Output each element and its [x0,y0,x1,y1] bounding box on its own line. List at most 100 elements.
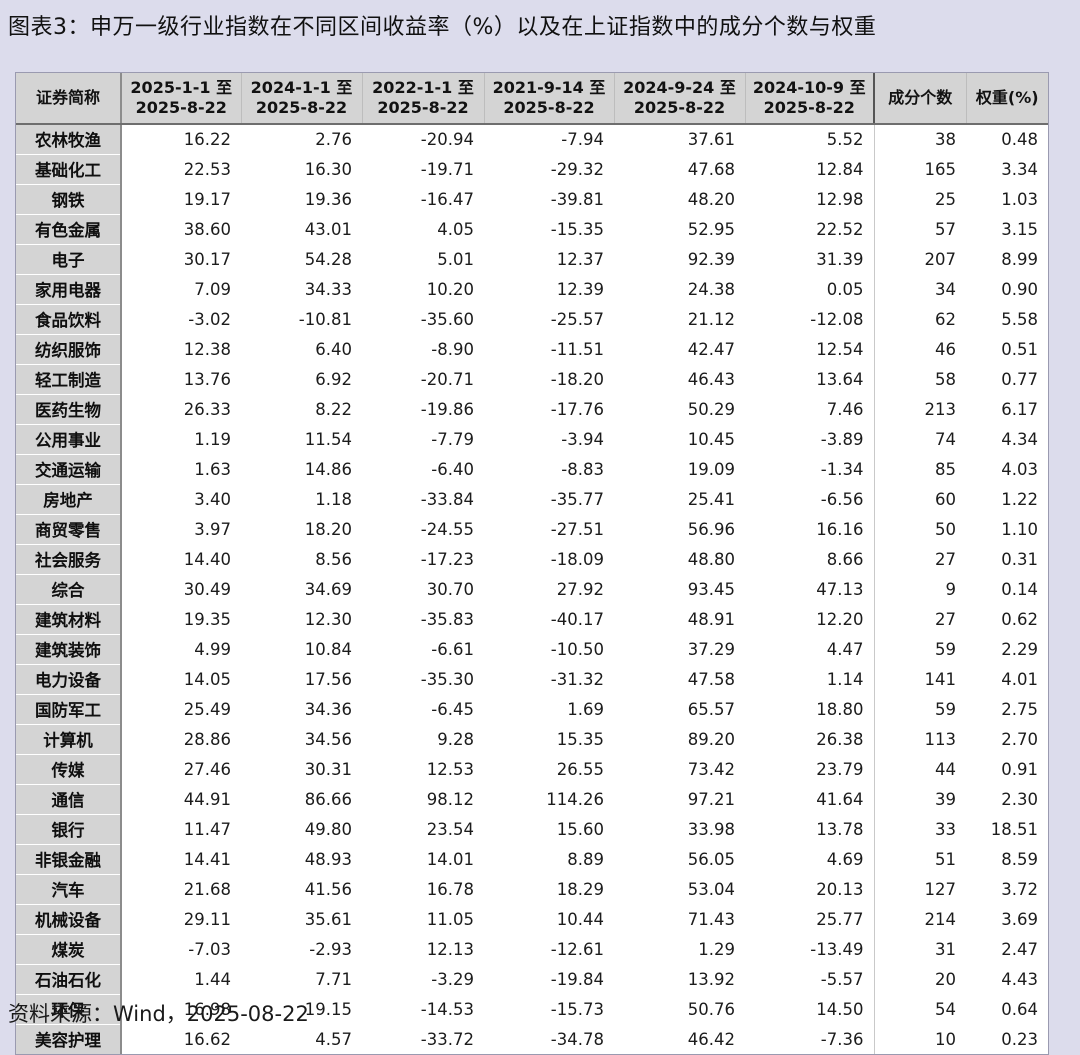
table-row[interactable]: 汽车 21.68 41.56 16.78 18.29 53.04 20.13 127 3.72 [16,874,1048,905]
cell-weight: 8.59 [966,844,1048,874]
cell-weight: 0.51 [966,334,1048,364]
cell-count: 113 [873,724,966,754]
table-row[interactable]: 交通运输 1.63 14.86 -6.40 -8.83 19.09 -1.34 85 4.03 [16,454,1048,485]
cell-r20240924: 47.68 [614,154,745,184]
table-row[interactable]: 建筑材料 19.35 12.30 -35.83 -40.17 48.91 12.20 27 0.… [16,604,1048,635]
table-row[interactable]: 社会服务 14.40 8.56 -17.23 -18.09 48.80 8.66 27 0.31 [16,544,1048,575]
table-row[interactable]: 传媒 27.46 30.31 12.53 26.55 73.42 23.79 44 0.91 [16,754,1048,785]
row-label: 商贸零售 [16,514,122,545]
table-row[interactable]: 非银金融 14.41 48.93 14.01 8.89 56.05 4.69 51 8.59 [16,844,1048,875]
table-row[interactable]: 公用事业 1.19 11.54 -7.79 -3.94 10.45 -3.89 74 4.34 [16,424,1048,455]
cell-r2024: 8.56 [241,544,362,574]
cell-weight: 2.70 [966,724,1048,754]
table-row[interactable]: 银行 11.47 49.80 23.54 15.60 33.98 13.78 33 18.51 [16,814,1048,845]
cell-r20241009: 12.20 [745,604,874,634]
row-label: 银行 [16,814,122,845]
table-row[interactable]: 商贸零售 3.97 18.20 -24.55 -27.51 56.96 16.16 50 1.1… [16,514,1048,545]
cell-r2025: 14.05 [121,664,241,694]
cell-r2024: 14.86 [241,454,362,484]
table-row[interactable]: 轻工制造 13.76 6.92 -20.71 -18.20 46.43 13.64 58 0.7… [16,364,1048,395]
cell-r20210914: 8.89 [484,844,614,874]
table-row[interactable]: 美容护理 16.62 4.57 -33.72 -34.78 46.42 -7.36 10 0.2… [16,1024,1048,1054]
row-label: 机械设备 [16,904,122,935]
cell-r20210914: 27.92 [484,574,614,604]
column-header-r2025[interactable]: 2025-1-1 至 2025-8-22 [121,73,242,125]
cell-weight: 3.69 [966,904,1048,934]
cell-weight: 1.03 [966,184,1048,214]
cell-r20240924: 50.76 [614,994,745,1024]
cell-r2024: 35.61 [241,904,362,934]
table-row[interactable]: 农林牧渔 16.22 2.76 -20.94 -7.94 37.61 5.52 38 0.48 [16,124,1048,155]
column-header-weight[interactable]: 权重(%) [966,73,1048,125]
table-row[interactable]: 基础化工 22.53 16.30 -19.71 -29.32 47.68 12.84 165 3… [16,154,1048,185]
table-row[interactable]: 钢铁 19.17 19.36 -16.47 -39.81 48.20 12.98 25 1.03 [16,184,1048,215]
table-row[interactable]: 机械设备 29.11 35.61 11.05 10.44 71.43 25.77 214 3.6… [16,904,1048,935]
column-header-r20240924[interactable]: 2024-9-24 至 2025-8-22 [614,73,746,125]
row-label: 环保 [16,994,122,1025]
table-row[interactable]: 环保 16.98 19.15 -14.53 -15.73 50.76 14.50 54 0.64 [16,994,1048,1025]
cell-r2024: 16.30 [241,154,362,184]
column-header-line: 2024-9-24 至 [623,78,736,97]
cell-weight: 0.62 [966,604,1048,634]
cell-weight: 4.01 [966,664,1048,694]
cell-weight: 1.22 [966,484,1048,514]
table-row[interactable]: 房地产 3.40 1.18 -33.84 -35.77 25.41 -6.56 60 1.22 [16,484,1048,515]
column-header-name[interactable]: 证券简称 [16,73,122,125]
table-row[interactable]: 食品饮料 -3.02 -10.81 -35.60 -25.57 21.12 -12.08 62… [16,304,1048,335]
cell-r2022: -35.83 [362,604,484,634]
column-header-r20210914[interactable]: 2021-9-14 至 2025-8-22 [484,73,615,125]
table-row[interactable]: 石油石化 1.44 7.71 -3.29 -19.84 13.92 -5.57 20 4.43 [16,964,1048,995]
table-row[interactable]: 通信 44.91 86.66 98.12 114.26 97.21 41.64 39 2.30 [16,784,1048,815]
table-row[interactable]: 电力设备 14.05 17.56 -35.30 -31.32 47.58 1.14 141 4.… [16,664,1048,695]
column-header-line: 2025-8-22 [503,98,595,117]
table-row[interactable]: 医药生物 26.33 8.22 -19.86 -17.76 50.29 7.46 213 6.1… [16,394,1048,425]
column-header-line: 2024-1-1 至 [250,78,353,97]
cell-r20210914: -18.09 [484,544,614,574]
cell-r2025: 13.76 [121,364,241,394]
cell-weight: 2.75 [966,694,1048,724]
cell-r20240924: 93.45 [614,574,745,604]
column-header-line: 2025-1-1 至 [130,78,233,97]
column-header-line: 成分个数 [888,88,953,107]
cell-r20241009: 16.16 [745,514,874,544]
table-row[interactable]: 计算机 28.86 34.56 9.28 15.35 89.20 26.38 113 2.70 [16,724,1048,755]
table-row[interactable]: 煤炭 -7.03 -2.93 12.13 -12.61 1.29 -13.49 31 2.47 [16,934,1048,965]
cell-r20210914: -18.20 [484,364,614,394]
table-row[interactable]: 纺织服饰 12.38 6.40 -8.90 -11.51 42.47 12.54 46 0.51 [16,334,1048,365]
row-label: 公用事业 [16,424,122,455]
cell-r2024: 6.40 [241,334,362,364]
table-body: 农林牧渔 16.22 2.76 -20.94 -7.94 37.61 5.52 38 0.48 基… [16,124,1048,1054]
table-row[interactable]: 有色金属 38.60 43.01 4.05 -15.35 52.95 22.52 57 3.15 [16,214,1048,245]
header-row: 证券简称 2025-1-1 至 2025-8-22 2024-1-1 至 2025-8-… [16,73,1048,125]
cell-r2025: 3.97 [121,514,241,544]
cell-r2024: 86.66 [241,784,362,814]
cell-count: 39 [873,784,966,814]
column-header-r20241009[interactable]: 2024-10-9 至 2025-8-22 [745,73,875,125]
cell-r20240924: 48.91 [614,604,745,634]
table-row[interactable]: 综合 30.49 34.69 30.70 27.92 93.45 47.13 9 0.14 [16,574,1048,605]
cell-r2022: -6.61 [362,634,484,664]
cell-r2022: -17.23 [362,544,484,574]
column-header-r2024[interactable]: 2024-1-1 至 2025-8-22 [241,73,363,125]
cell-r20210914: 12.37 [484,244,614,274]
cell-r2022: -35.30 [362,664,484,694]
cell-r20240924: 46.43 [614,364,745,394]
table-row[interactable]: 建筑装饰 4.99 10.84 -6.61 -10.50 37.29 4.47 59 2.29 [16,634,1048,665]
cell-r20240924: 65.57 [614,694,745,724]
cell-count: 46 [873,334,966,364]
column-header-r2022[interactable]: 2022-1-1 至 2025-8-22 [362,73,485,125]
table-row[interactable]: 电子 30.17 54.28 5.01 12.37 92.39 31.39 207 8.99 [16,244,1048,275]
table-row[interactable]: 国防军工 25.49 34.36 -6.45 1.69 65.57 18.80 59 2.75 [16,694,1048,725]
cell-r2024: 19.36 [241,184,362,214]
cell-r20210914: -34.78 [484,1024,614,1054]
cell-count: 59 [873,694,966,724]
cell-r2025: 12.38 [121,334,241,364]
cell-r20240924: 37.29 [614,634,745,664]
row-label: 医药生物 [16,394,122,425]
cell-r2025: 4.99 [121,634,241,664]
cell-r20241009: 14.50 [745,994,874,1024]
column-header-count[interactable]: 成分个数 [873,73,967,125]
cell-r20241009: -5.57 [745,964,874,994]
table-row[interactable]: 家用电器 7.09 34.33 10.20 12.39 24.38 0.05 34 0.90 [16,274,1048,305]
cell-r20210914: -15.35 [484,214,614,244]
